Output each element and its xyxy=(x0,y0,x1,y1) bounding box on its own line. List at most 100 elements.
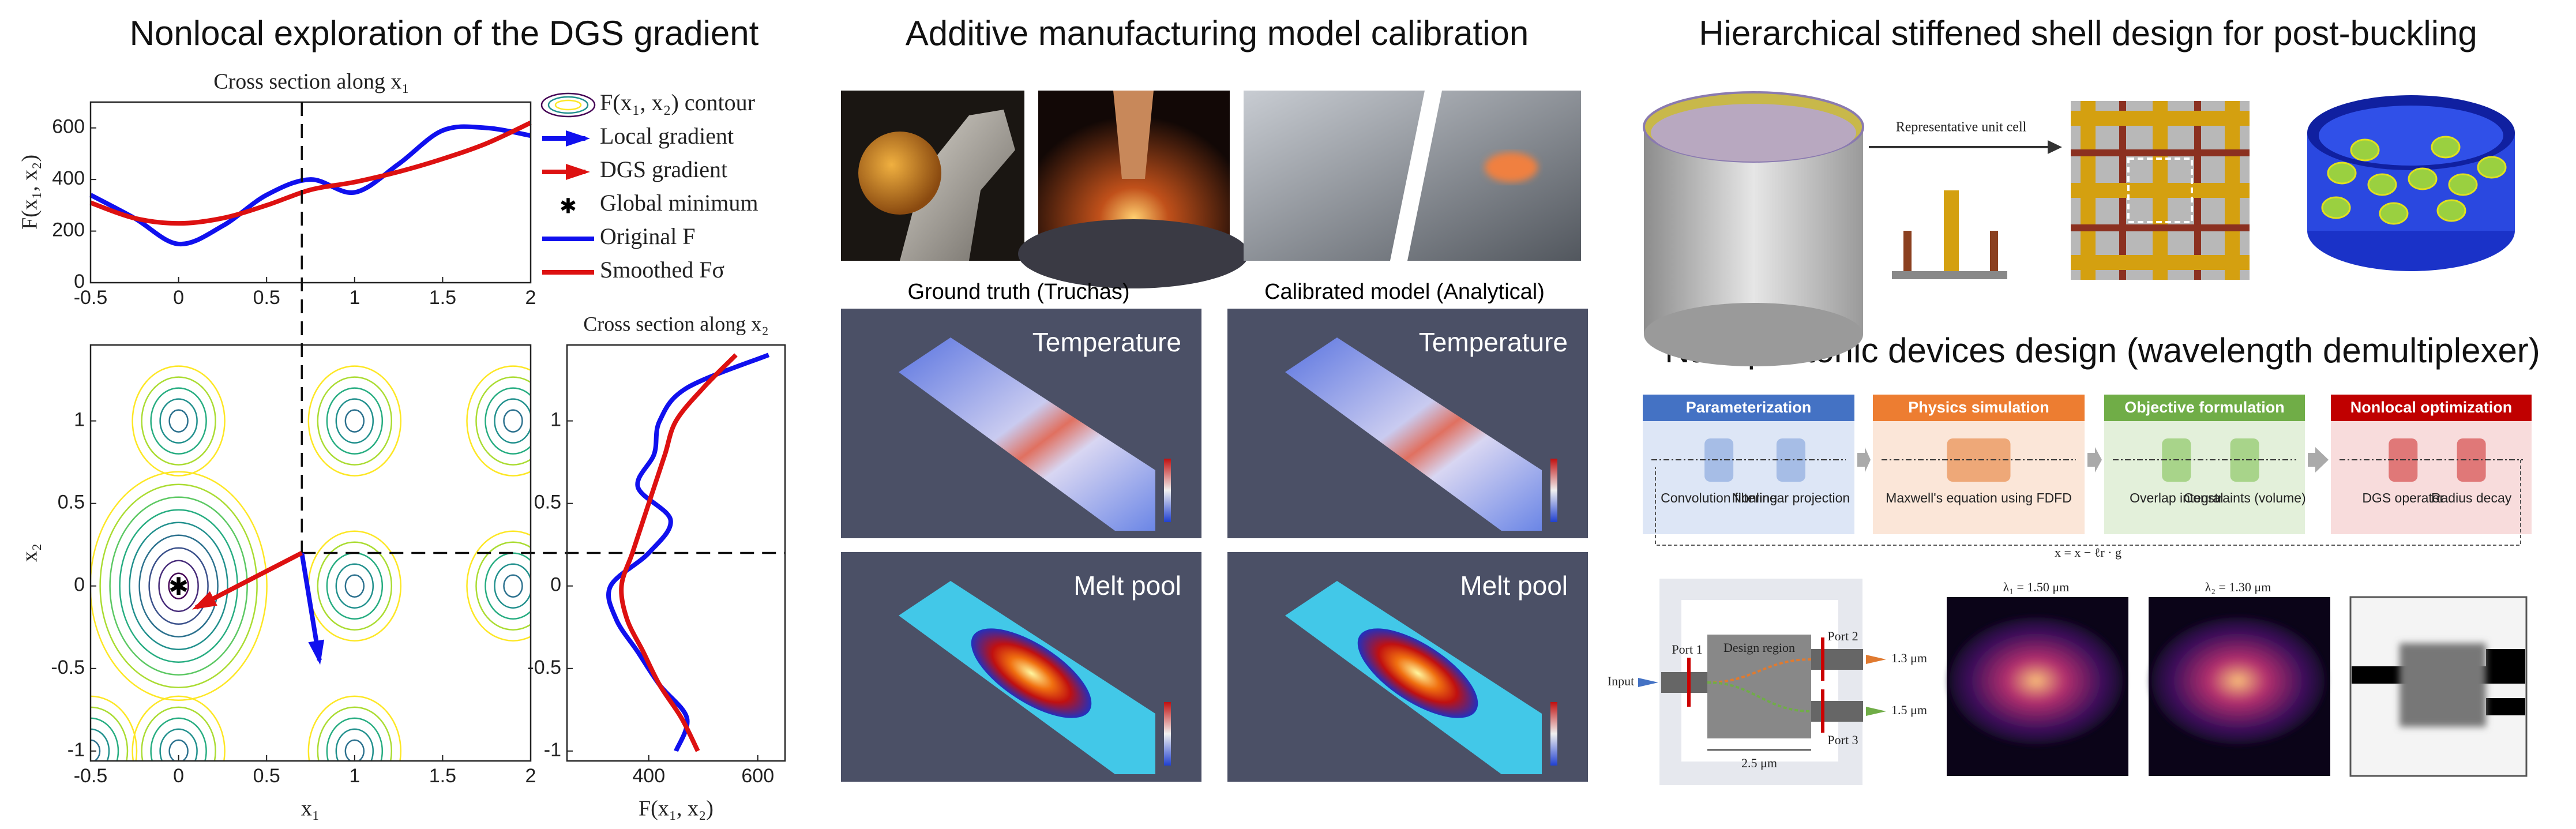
label: Port 3 xyxy=(1827,733,1858,747)
contour-line xyxy=(466,530,531,642)
field-glow xyxy=(1950,617,2123,744)
stage-item: Nonlinear projection xyxy=(1732,490,1850,505)
contour-line xyxy=(494,398,531,444)
field-title: λ₁ = 1.50 μm xyxy=(2003,580,2070,594)
shell-cylinder xyxy=(1643,91,1864,366)
panel-label: Melt pool xyxy=(1073,571,1181,601)
contour-line xyxy=(132,695,226,761)
stage-title: Parameterization xyxy=(1686,399,1812,416)
unit-box xyxy=(2127,157,2193,223)
contour-line xyxy=(150,717,207,761)
x-tick-label: 0.5 xyxy=(253,765,280,787)
divider xyxy=(1390,91,1442,261)
contour-line xyxy=(326,552,384,620)
contour-line xyxy=(494,563,531,609)
label: 2.5 μm xyxy=(1741,756,1777,770)
legend-icon xyxy=(554,99,582,111)
label: Representative unit cell xyxy=(1896,120,2027,135)
stage-header xyxy=(2331,395,2532,421)
colorbar xyxy=(1164,459,1171,522)
buckle xyxy=(2408,167,2438,190)
line-series xyxy=(89,124,531,246)
chart-title: Cross section along x₁ xyxy=(213,70,409,94)
column-label: Calibrated model (Analytical) xyxy=(1264,280,1545,304)
colorbar xyxy=(1550,702,1557,766)
legend-icon xyxy=(540,92,596,118)
contour-line xyxy=(503,409,523,433)
ball xyxy=(858,132,941,215)
rib xyxy=(1944,190,1959,271)
line-series xyxy=(619,353,738,752)
contour-line xyxy=(148,547,209,625)
stiffener xyxy=(2071,183,2250,198)
contour-line xyxy=(317,541,393,631)
part-shape xyxy=(1285,337,1542,531)
contour-line xyxy=(503,574,523,598)
y-tick-label: 0 xyxy=(74,574,85,596)
stage-title: Objective formulation xyxy=(2124,399,2285,416)
glow xyxy=(1485,152,1538,182)
stage-arrow xyxy=(2308,447,2329,472)
x-tick-label: 1.5 xyxy=(429,765,456,787)
stage-block xyxy=(2457,438,2486,482)
stage-arrow xyxy=(2087,447,2102,472)
legend-label: Original F xyxy=(600,223,696,249)
legend-label: Local gradient xyxy=(600,123,734,149)
panel-label: Temperature xyxy=(1419,327,1568,357)
stage-item: Radius decay xyxy=(2431,490,2512,505)
legend-icon: ✱ xyxy=(559,194,577,218)
stage-block xyxy=(1776,438,1805,482)
stage-block xyxy=(2230,438,2259,482)
contour-line xyxy=(475,541,531,631)
waveguide xyxy=(1811,649,1863,670)
gradient-arrow xyxy=(195,550,303,610)
contour-line xyxy=(91,471,268,701)
contour-line xyxy=(326,717,384,761)
x-axis-label: x₁ xyxy=(301,797,320,821)
stage-item: Maxwell's equation using FDFD xyxy=(1886,490,2072,505)
stage-header xyxy=(1873,395,2085,421)
legend-label: Global minimum xyxy=(600,190,758,216)
stage-title: Nonlocal optimization xyxy=(2350,399,2513,416)
legend-icon xyxy=(547,96,589,114)
axes-frame xyxy=(89,101,532,284)
nozzle xyxy=(1113,91,1154,179)
panel-label: Temperature xyxy=(1032,327,1181,357)
column-label: Ground truth (Truchas) xyxy=(907,280,1129,304)
gradient-arrow-head xyxy=(308,639,325,665)
stage-title: Physics simulation xyxy=(1908,399,2049,416)
x-tick-label: -0.5 xyxy=(74,287,108,309)
colorbar xyxy=(1164,702,1171,766)
buckle xyxy=(2321,196,2351,219)
y-tick-label: 200 xyxy=(52,219,85,241)
contour-line xyxy=(91,717,119,761)
contour-line xyxy=(91,695,138,761)
contour-line xyxy=(344,574,365,598)
stage-item: Overlap integral xyxy=(2130,490,2223,505)
contour-line xyxy=(150,387,207,455)
update-rule: x = x − ℓr · g xyxy=(2055,545,2121,560)
contour-line xyxy=(159,728,198,761)
feedback xyxy=(1655,460,2521,546)
panel-label: Melt pool xyxy=(1460,571,1568,601)
x-tick-label: 2 xyxy=(525,765,536,787)
buckle xyxy=(2477,156,2507,179)
contour-line xyxy=(485,552,531,620)
contour-line xyxy=(99,483,258,688)
part-shape xyxy=(899,337,1155,531)
waveguide xyxy=(2486,649,2525,666)
label: Design region xyxy=(1723,640,1795,655)
waveguide xyxy=(2486,698,2525,715)
arrow xyxy=(1866,655,1886,664)
rib xyxy=(1903,231,1912,271)
skin xyxy=(1892,271,2007,279)
stiffener-profile xyxy=(1892,190,2007,279)
x-tick-label: -0.5 xyxy=(74,765,108,787)
contour-line xyxy=(91,728,110,761)
contour-line xyxy=(307,530,402,642)
buckle xyxy=(2436,199,2466,222)
path-15 xyxy=(1707,681,1812,712)
y-tick-label: -1 xyxy=(544,739,561,761)
contour-line xyxy=(141,376,216,466)
